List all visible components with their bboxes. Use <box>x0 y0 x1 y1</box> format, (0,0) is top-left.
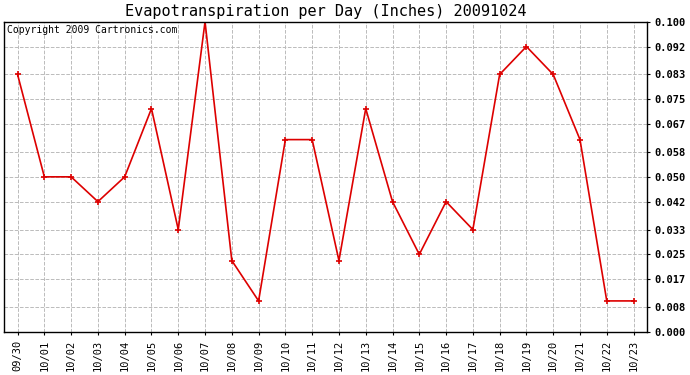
Text: Copyright 2009 Cartronics.com: Copyright 2009 Cartronics.com <box>8 25 178 35</box>
Title: Evapotranspiration per Day (Inches) 20091024: Evapotranspiration per Day (Inches) 2009… <box>125 4 526 19</box>
